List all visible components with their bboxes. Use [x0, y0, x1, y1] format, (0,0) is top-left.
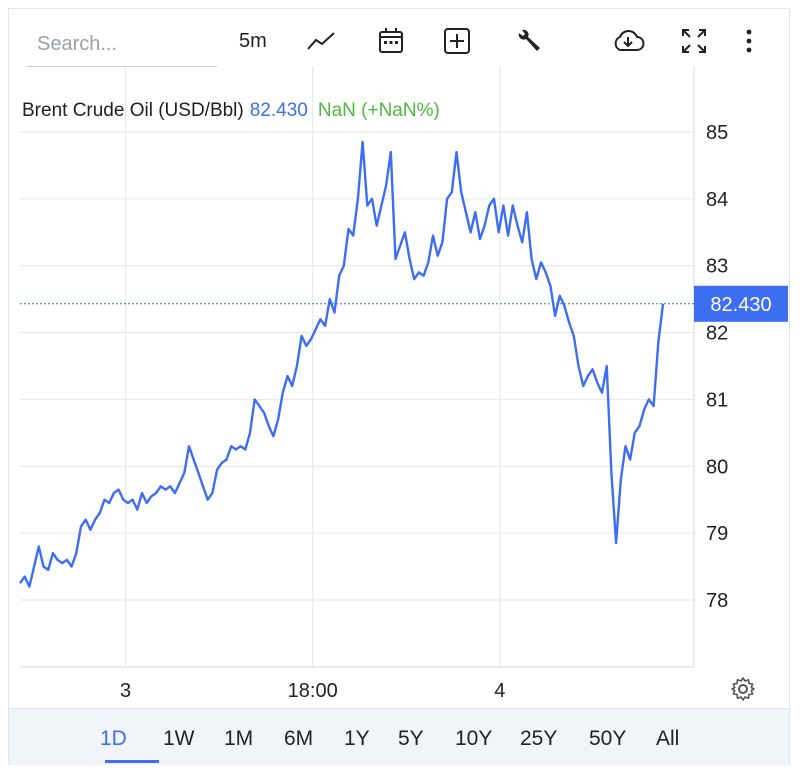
range-button-1m[interactable]: 1M — [224, 727, 254, 750]
more-vertical-icon[interactable] — [739, 25, 759, 57]
current-price: 82.430 — [249, 100, 308, 121]
gear-icon[interactable] — [730, 676, 756, 702]
y-tick-label: 79 — [706, 523, 728, 545]
x-tick-label: 3 — [120, 680, 131, 702]
range-button-all[interactable]: All — [656, 727, 680, 750]
y-tick-label: 78 — [706, 590, 728, 612]
calendar-icon[interactable] — [375, 25, 407, 57]
range-button-1d[interactable]: 1D — [100, 727, 127, 750]
y-tick-label: 84 — [706, 189, 728, 211]
range-button-50y[interactable]: 50Y — [589, 727, 627, 750]
y-tick-label: 85 — [706, 122, 728, 144]
toolbar: 5m — [9, 9, 789, 67]
wrench-icon[interactable] — [513, 25, 545, 57]
fullscreen-icon[interactable] — [678, 25, 710, 57]
range-selector: 1D 1W 1M 6M 1Y 5Y 10Y 25Y 50Y All — [9, 708, 789, 765]
range-button-1w[interactable]: 1W — [163, 727, 195, 750]
range-button-10y[interactable]: 10Y — [455, 727, 493, 750]
interval-button[interactable]: 5m — [239, 29, 267, 52]
add-indicator-icon[interactable] — [441, 25, 473, 57]
instrument-name: Brent Crude Oil (USD/Bbl) — [22, 100, 244, 121]
y-tick-label: 81 — [706, 389, 728, 411]
range-button-5y[interactable]: 5Y — [398, 727, 424, 750]
range-button-25y[interactable]: 25Y — [520, 727, 558, 750]
search-input[interactable] — [27, 23, 217, 67]
y-tick-label: 83 — [706, 256, 728, 278]
y-tick-label: 80 — [706, 456, 728, 478]
range-button-1y[interactable]: 1Y — [344, 727, 370, 750]
range-button-6m[interactable]: 6M — [284, 727, 314, 750]
active-range-indicator — [105, 760, 159, 763]
line-chart-icon[interactable] — [305, 25, 337, 57]
y-tick-label: 82 — [706, 323, 728, 345]
price-change: NaN (+NaN%) — [317, 100, 440, 121]
price-series-line — [19, 140, 665, 588]
last-price-label: 82.430 — [710, 294, 771, 316]
x-tick-label: 4 — [494, 680, 505, 702]
cloud-download-icon[interactable] — [611, 25, 645, 57]
last-price-tag — [694, 285, 788, 322]
chart-title-row: Brent Crude Oil (USD/Bbl) 82.430 NaN (+NaN… — [22, 100, 440, 122]
x-tick-label: 18:00 — [288, 680, 338, 702]
